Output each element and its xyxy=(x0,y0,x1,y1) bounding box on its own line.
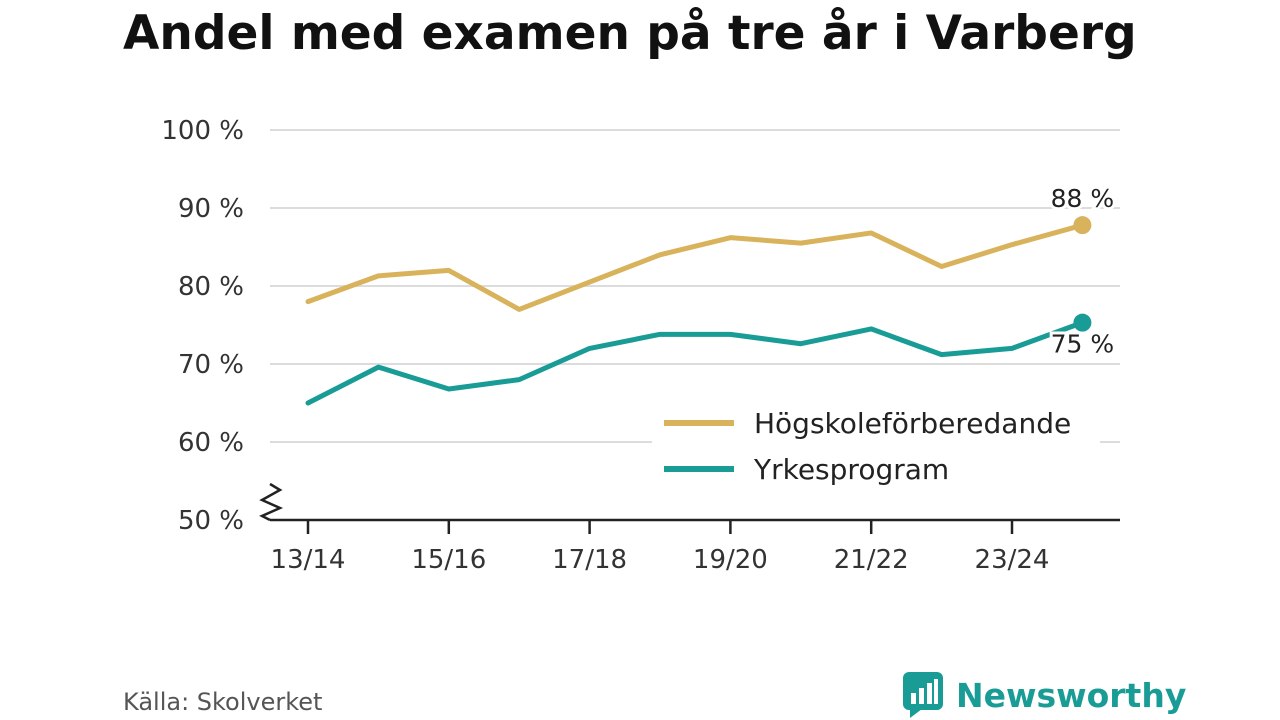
series-line xyxy=(305,222,1085,312)
legend: Högskoleförberedande Yrkesprogram xyxy=(652,400,1100,490)
legend-label: Yrkesprogram xyxy=(753,453,949,486)
x-tick-label: 23/24 xyxy=(975,545,1050,575)
legend-background xyxy=(652,400,1100,490)
data-label: 88 % xyxy=(1051,184,1115,213)
legend-label: Högskoleförberedande xyxy=(754,407,1071,440)
series-end-point xyxy=(1073,216,1092,235)
x-tick-label: 19/20 xyxy=(693,545,768,575)
source-note: Källa: Skolverket xyxy=(123,688,323,716)
x-tick-label: 17/18 xyxy=(552,545,627,575)
chart-title: Andel med examen på tre år i Varberg xyxy=(123,6,1137,61)
gridlines xyxy=(270,129,1120,443)
y-tick-label: 80 % xyxy=(178,272,244,302)
brand: Newsworthy xyxy=(902,670,1186,720)
y-tick-label: 60 % xyxy=(178,428,244,458)
end-labels: 88 % 75 % xyxy=(1048,181,1118,362)
x-tick-label: 15/16 xyxy=(411,545,486,575)
y-tick-label: 90 % xyxy=(178,194,244,224)
axes xyxy=(259,482,1120,522)
y-tick-label: 50 % xyxy=(178,506,244,536)
y-tick-label: 70 % xyxy=(178,350,244,380)
series-line xyxy=(305,320,1085,406)
brand-name: Newsworthy xyxy=(956,675,1187,715)
data-label: 75 % xyxy=(1051,330,1115,359)
series-end-point xyxy=(1073,313,1092,332)
x-axis-tick-labels: 13/14 15/16 17/18 19/20 21/22 23/24 xyxy=(271,520,1050,575)
x-tick-label: 21/22 xyxy=(834,545,909,575)
newsworthy-logo-icon xyxy=(903,672,943,718)
axis-break-icon xyxy=(259,482,284,522)
x-tick-label: 13/14 xyxy=(271,545,346,575)
y-axis-tick-labels: 50 % 60 % 70 % 80 % 90 % 100 % xyxy=(161,116,244,536)
series-lines xyxy=(305,216,1092,406)
y-tick-label: 100 % xyxy=(161,116,244,146)
